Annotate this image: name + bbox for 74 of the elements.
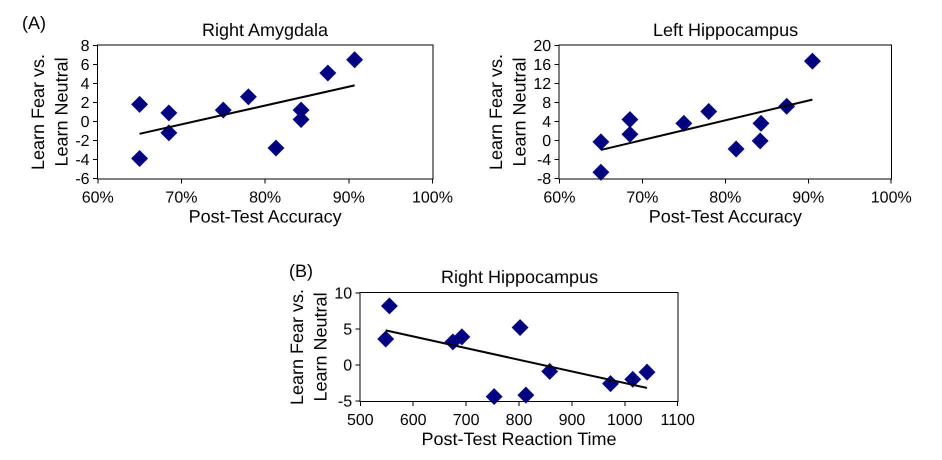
- x-axis-title: Post-Test Accuracy: [188, 206, 342, 227]
- point: [377, 330, 394, 348]
- x-tick-label: 600: [400, 412, 427, 430]
- y-tick-label: -4: [536, 152, 552, 170]
- point: [621, 126, 638, 143]
- point: [675, 114, 692, 132]
- point: [752, 132, 769, 150]
- y-tick-label: -6: [75, 171, 90, 188]
- y-tick-label: 0: [80, 114, 90, 132]
- x-tick-label: 80%: [249, 190, 282, 207]
- x-tick-label: 70%: [626, 190, 658, 207]
- x-tick-label: 900: [558, 412, 586, 430]
- y-tick-label: 12: [533, 76, 552, 94]
- point: [512, 319, 529, 336]
- y-tick-label: 8: [80, 38, 90, 56]
- x-tick-label: 90%: [792, 190, 824, 207]
- y-tick-label: -4: [75, 152, 90, 170]
- point: [621, 111, 638, 128]
- y-tick-label: 8: [542, 95, 552, 112]
- y-axis-title: Learn Fear vs. Learn Neutral: [486, 54, 530, 170]
- point: [517, 386, 534, 404]
- x-tick-label: 700: [452, 412, 480, 430]
- point: [486, 388, 503, 406]
- chart-title: Right Amygdala: [202, 20, 330, 40]
- x-tick-label: 1000: [607, 412, 643, 430]
- y-tick-label: 4: [542, 114, 552, 132]
- chart-title: Left Hippocampus: [653, 20, 798, 40]
- x-axis-title: Post-Test Reaction Time: [421, 429, 617, 450]
- x-tick-label: 60%: [82, 190, 114, 207]
- point: [700, 103, 718, 120]
- y-tick-label: 5: [343, 322, 352, 339]
- y-tick-label: 0: [343, 358, 352, 375]
- point: [592, 164, 610, 181]
- point: [453, 328, 470, 346]
- point: [638, 364, 656, 381]
- y-tick-label: 2: [80, 95, 90, 112]
- y-tick-label: -2: [75, 133, 90, 150]
- x-tick-label: 800: [506, 412, 532, 430]
- point: [804, 52, 821, 70]
- x-tick-label: 1100: [660, 412, 696, 430]
- point: [131, 96, 148, 113]
- point: [319, 64, 336, 82]
- x-tick-label: 90%: [332, 190, 365, 207]
- point: [160, 124, 178, 142]
- point: [131, 150, 148, 167]
- text: (A): [22, 13, 46, 33]
- x-tick-label: 80%: [709, 190, 742, 207]
- point: [592, 133, 610, 150]
- x-tick-label: 100%: [412, 190, 453, 207]
- x-tick-label: 500: [346, 412, 374, 430]
- y-tick-label: 4: [80, 76, 90, 94]
- point: [240, 88, 257, 106]
- y-tick-label: 16: [533, 57, 552, 74]
- x-axis-title: Post-Test Accuracy: [648, 206, 802, 227]
- point: [160, 104, 178, 122]
- point: [346, 51, 364, 68]
- y-tick-label: 0: [542, 133, 552, 150]
- y-tick-label: 20: [533, 38, 552, 56]
- x-tick-label: 100%: [870, 190, 912, 207]
- y-tick-label: -5: [338, 393, 352, 410]
- y-axis-title: Learn Fear vs. Learn Neutral: [287, 288, 331, 405]
- y-tick-label: -8: [536, 171, 552, 188]
- point: [268, 140, 284, 156]
- y-axis-title: Learn Fear vs. Learn Neutral: [28, 54, 72, 170]
- point: [624, 370, 642, 388]
- point: [380, 298, 398, 314]
- text: (B): [289, 261, 313, 281]
- y-tick-label: 6: [80, 57, 90, 74]
- chart-title: Right Hippocampus: [441, 267, 598, 287]
- point: [752, 114, 770, 132]
- x-tick-label: 60%: [543, 190, 576, 207]
- point: [728, 140, 745, 158]
- x-tick-label: 70%: [165, 190, 198, 207]
- y-tick-label: 10: [334, 286, 352, 303]
